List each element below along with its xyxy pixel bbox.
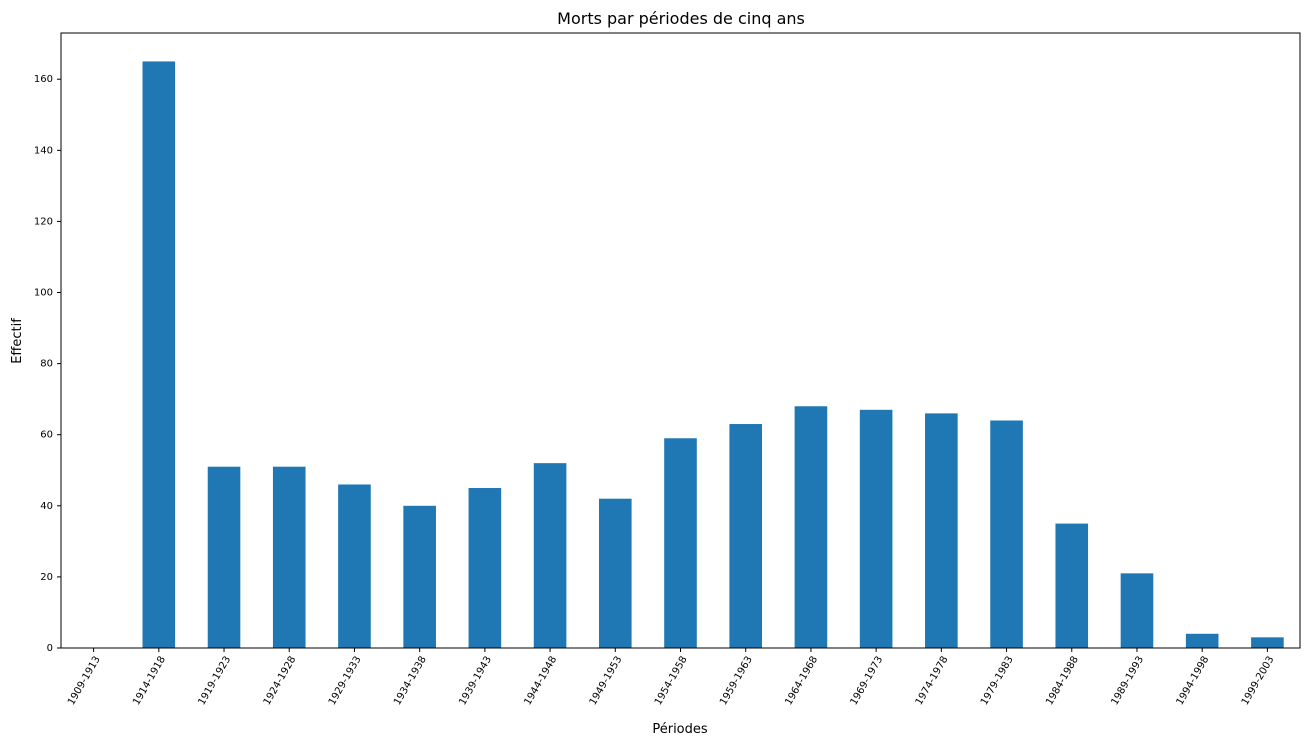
y-tick-label: 160 — [34, 74, 53, 85]
x-axis-label: Périodes — [652, 722, 708, 737]
bar-1919-1923 — [207, 466, 241, 648]
x-tick-label: 1969-1973 — [849, 655, 886, 708]
bar-1964-1968 — [794, 406, 828, 648]
bar-1979-1983 — [990, 420, 1023, 648]
x-tick-label: 1919-1923 — [196, 655, 233, 708]
y-tick-label: 140 — [34, 145, 53, 156]
x-tick-label: 1984-1988 — [1044, 655, 1081, 708]
x-tick-label: 1924-1928 — [262, 655, 299, 708]
bars-group — [142, 61, 1284, 648]
x-tick-label: 1964-1968 — [783, 655, 820, 708]
bar-1944-1948 — [533, 463, 567, 648]
bar-1974-1978 — [925, 413, 958, 648]
bar-1989-1993 — [1120, 573, 1154, 648]
bar-1969-1973 — [859, 409, 893, 648]
y-axis: 0 20 40 60 80 100 120 140 160 — [34, 74, 61, 654]
x-tick-label: 1929-1933 — [327, 655, 364, 708]
x-tick-label: 1959-1963 — [718, 655, 755, 708]
bar-1924-1928 — [272, 466, 306, 648]
y-tick-label: 20 — [40, 572, 53, 583]
x-tick-label: 1999-2003 — [1240, 655, 1277, 708]
x-tick-label: 1944-1948 — [522, 655, 559, 708]
y-tick-label: 60 — [40, 430, 53, 441]
x-axis: 1909-1913 1914-1918 1919-1923 1924-1928 1929… — [66, 648, 1277, 707]
x-tick-label: 1974-1978 — [914, 655, 951, 708]
y-axis-label: Effectif — [10, 318, 25, 364]
bar-1999-2003 — [1251, 637, 1284, 648]
bar-1994-1998 — [1185, 633, 1219, 648]
bar-1939-1943 — [468, 488, 502, 648]
chart-title: Morts par périodes de cinq ans — [557, 9, 805, 28]
x-tick-label: 1934-1938 — [392, 655, 429, 708]
x-tick-label: 1949-1953 — [588, 655, 625, 708]
bar-1914-1918 — [142, 61, 176, 648]
y-tick-label: 100 — [34, 288, 53, 299]
y-tick-label: 80 — [40, 359, 53, 370]
bar-1984-1988 — [1055, 523, 1089, 648]
x-tick-label: 1989-1993 — [1109, 655, 1146, 708]
bar-1934-1938 — [403, 505, 436, 648]
x-tick-label: 1979-1983 — [979, 655, 1016, 708]
x-tick-label: 1909-1913 — [66, 655, 103, 708]
bar-1929-1933 — [338, 484, 371, 648]
bar-1949-1953 — [598, 498, 632, 648]
x-tick-label: 1914-1918 — [131, 655, 168, 708]
bar-1954-1958 — [664, 438, 697, 648]
x-tick-label: 1939-1943 — [457, 655, 494, 708]
y-tick-label: 0 — [47, 643, 53, 654]
y-tick-label: 120 — [34, 216, 53, 227]
x-tick-label: 1994-1998 — [1175, 655, 1212, 708]
y-tick-label: 40 — [40, 501, 53, 512]
x-tick-label: 1954-1958 — [653, 655, 690, 708]
plot-frame — [60, 32, 1301, 649]
bar-1959-1963 — [729, 424, 763, 648]
